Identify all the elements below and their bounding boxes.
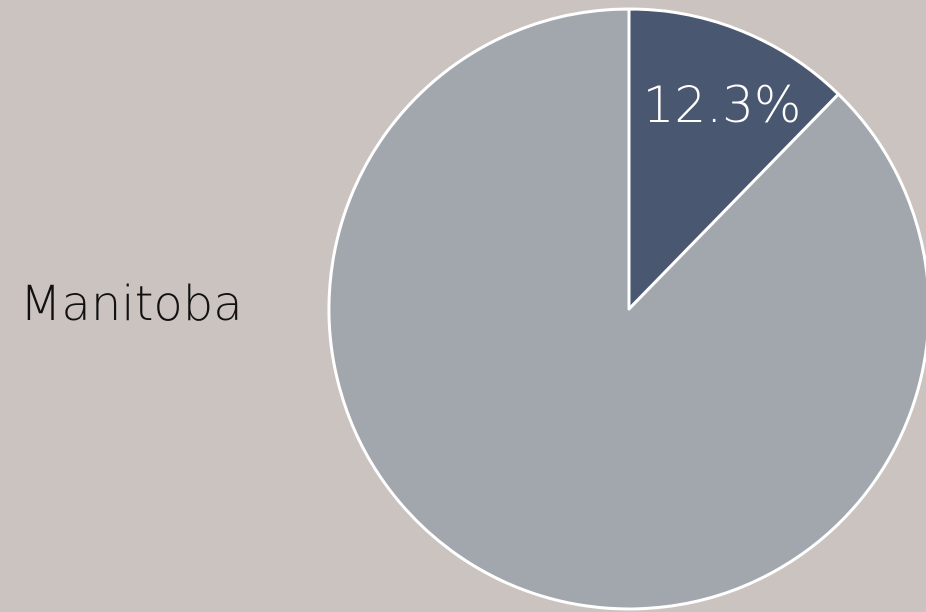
pie-slices xyxy=(327,7,926,611)
chart-title: Manitoba xyxy=(20,276,243,332)
slice-label: 12.3% xyxy=(643,76,802,134)
pie-slice-0 xyxy=(627,7,840,311)
pie-slice-1 xyxy=(327,7,926,611)
